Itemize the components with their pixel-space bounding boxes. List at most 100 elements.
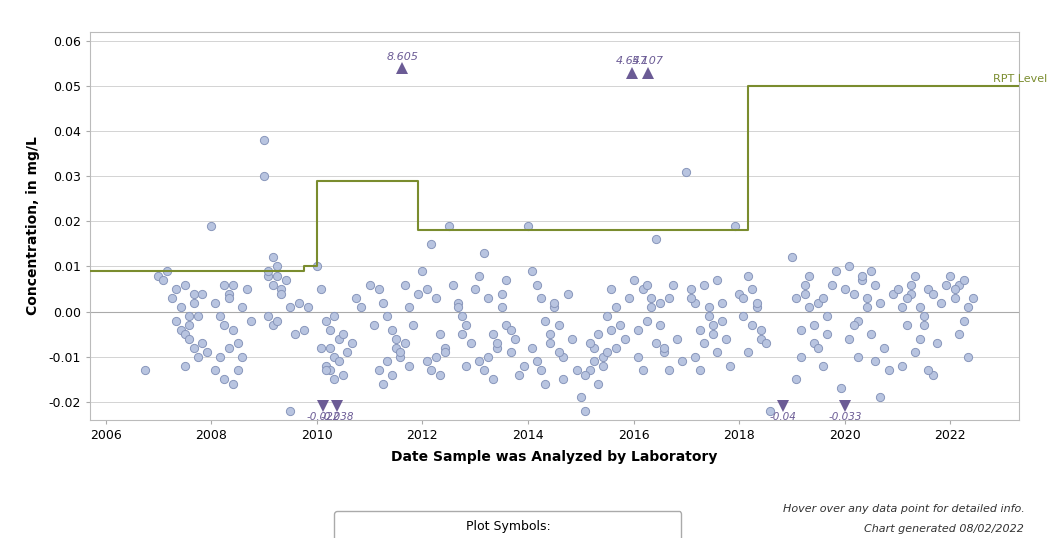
Point [256,172,272,181]
Point [925,370,942,379]
Point [225,325,242,334]
Point [563,334,580,343]
Point [260,271,277,280]
Point [643,294,660,302]
Point [810,298,827,307]
Point [753,334,770,343]
Point [229,339,246,348]
Legend: Lab Value, Value Exceeds Axis, Value Exceeds Axis : Lab Value, Value Exceeds Axis, Value Exc… [335,511,681,538]
Point [515,362,532,370]
Point [296,325,313,334]
Point [700,312,717,320]
Point [172,325,189,334]
Point [714,316,731,325]
Point [536,379,553,388]
Point [639,316,656,325]
Point [326,312,343,320]
Point [383,370,400,379]
Point [846,321,863,329]
Point [572,393,589,401]
Point [806,339,823,348]
Point [824,280,841,289]
Point [317,366,334,374]
Point [964,294,981,302]
Point [503,325,520,334]
Point [784,253,800,262]
Point [339,348,356,356]
Point [582,366,599,374]
Point [265,280,282,289]
Point [568,366,585,374]
Point [536,316,553,325]
Point [256,136,272,145]
Point [932,298,949,307]
Point [893,362,910,370]
Point [863,267,880,275]
Point [929,339,946,348]
Point [555,375,572,384]
Point [404,321,421,329]
Point [484,375,501,384]
Point [194,289,211,298]
Point [709,348,725,356]
Point [960,352,977,361]
Point [819,312,836,320]
X-axis label: Date Sample was Analyzed by Laboratory: Date Sample was Analyzed by Laboratory [391,450,718,464]
Point [176,330,193,338]
Point [925,289,942,298]
Point [225,280,242,289]
Point [215,321,232,329]
Point [379,312,396,320]
Point [674,357,691,365]
Point [590,330,607,338]
Point [629,352,646,361]
Text: Hover over any data point for detailed info.: Hover over any data point for detailed i… [782,504,1024,514]
Point [371,285,388,293]
Point [695,339,712,348]
Point [836,285,853,293]
Point [260,267,277,275]
Point [272,285,289,293]
Point [220,289,237,298]
Point [916,321,932,329]
Point [529,357,546,365]
Point [185,289,202,298]
Point [740,271,757,280]
Point [546,303,563,312]
Point [463,339,479,348]
Point [911,334,928,343]
Point [172,303,189,312]
Point [872,298,889,307]
Point [735,312,752,320]
Point [661,294,678,302]
Point [635,366,652,374]
Point [352,303,369,312]
Point [788,294,805,302]
Point [167,285,184,293]
Point [164,294,181,302]
Point [907,348,924,356]
Point [956,316,973,325]
Point [313,285,329,293]
Point [365,321,382,329]
Point [321,366,338,374]
Point [542,339,559,348]
Point [639,280,656,289]
Point [635,285,652,293]
Point [740,348,757,356]
Point [233,303,250,312]
Point [480,294,497,302]
Point [520,222,536,230]
Point [489,343,506,352]
Point [450,303,467,312]
Point [744,285,761,293]
Point [410,289,427,298]
Point [190,312,207,320]
Point [800,303,817,312]
Point [916,312,932,320]
Point [903,280,920,289]
Point [159,267,176,275]
Point [846,289,863,298]
Point [371,366,388,374]
Point [335,370,352,379]
